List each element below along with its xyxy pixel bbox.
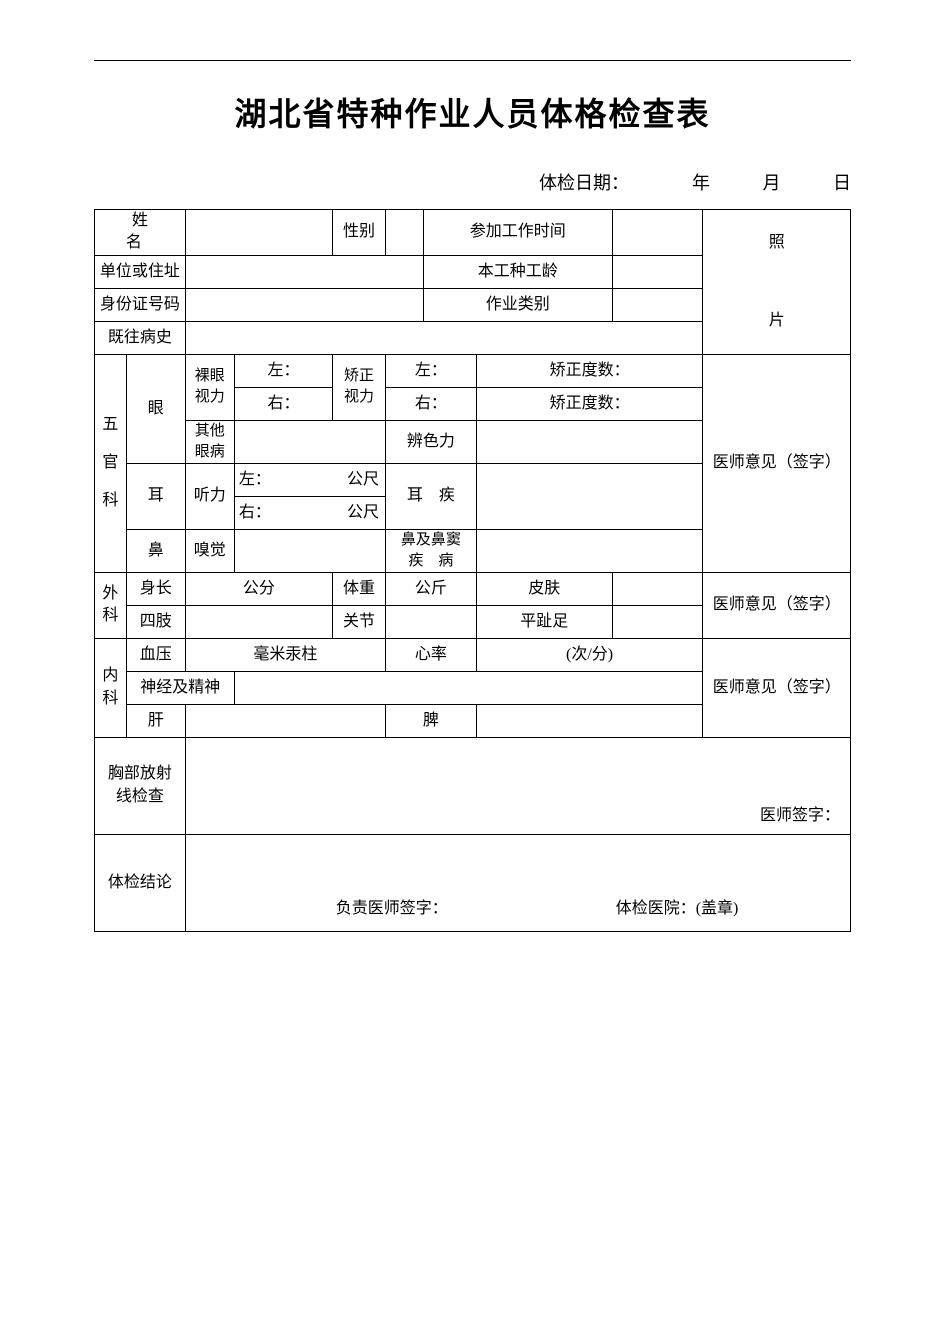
field-degree-left[interactable]: 矫正度数： [476, 354, 703, 387]
field-liver[interactable] [185, 704, 385, 737]
label-naked-vision: 裸眼视力 [185, 354, 234, 420]
nose-dis-l1: 鼻及鼻窦 [401, 532, 461, 548]
label-color-vision: 辨色力 [386, 420, 477, 463]
field-conclusion[interactable]: 负责医师签字： 体检医院：(盖章) [185, 834, 850, 931]
label-limbs: 四肢 [126, 605, 185, 638]
label-ent-dept: 五官科 [95, 354, 127, 572]
field-bp[interactable]: 毫米汞柱 [185, 638, 385, 671]
photo-top: 照 [703, 216, 850, 282]
page-title: 湖北省特种作业人员体格检查表 [0, 89, 945, 135]
hearing-right-label: 右： [235, 502, 271, 524]
field-joints[interactable] [386, 605, 477, 638]
label-job-type: 作业类别 [423, 288, 612, 321]
field-neuro[interactable] [234, 671, 703, 704]
label-internal-dept: 内科 [95, 638, 127, 737]
field-other-eye[interactable] [234, 420, 385, 463]
label-height: 身长 [126, 572, 185, 605]
field-weight[interactable]: 公斤 [386, 572, 477, 605]
nose-dis-l2: 疾 病 [408, 553, 453, 569]
label-corrected-vision: 矫正视力 [333, 354, 386, 420]
label-joints: 关节 [333, 605, 386, 638]
unit-meter-l: 公尺 [347, 469, 385, 491]
date-month-label: 月 [763, 173, 781, 193]
field-job-type[interactable] [612, 288, 703, 321]
label-doctor-opinion-ent: 医师意见（签字） [703, 354, 851, 572]
field-hearing-right[interactable]: 右： 公尺 [234, 496, 385, 529]
label-name-text: 姓 名 [120, 212, 188, 251]
field-degree-right[interactable]: 矫正度数： [476, 387, 703, 420]
field-color-vision[interactable] [476, 420, 703, 463]
unit-meter-r: 公尺 [347, 502, 385, 524]
exam-date-line: 体检日期： 年 月 日 [0, 169, 851, 195]
label-chest-xray: 胸部放射 线检查 [95, 737, 186, 834]
label-id-no: 身份证号码 [95, 288, 186, 321]
field-naked-right[interactable]: 右： [234, 387, 332, 420]
field-id-no[interactable] [185, 288, 423, 321]
field-height[interactable]: 公分 [185, 572, 332, 605]
field-ear-disease[interactable] [476, 463, 703, 529]
label-skin: 皮肤 [476, 572, 612, 605]
xray-l2: 线检查 [116, 788, 164, 805]
label-doctor-opinion-surg: 医师意见（签字） [703, 572, 851, 638]
label-doctor-sign: 医师签字： [760, 805, 840, 827]
label-spleen: 脾 [386, 704, 477, 737]
label-ear-disease: 耳 疾 [386, 463, 477, 529]
label-neuro: 神经及精神 [126, 671, 234, 704]
hearing-left-label: 左： [235, 469, 271, 491]
label-unit-addr: 单位或住址 [95, 255, 186, 288]
field-naked-left[interactable]: 左： [234, 354, 332, 387]
label-eye: 眼 [126, 354, 185, 463]
exam-form-table: 姓 名 性别 参加工作时间 照 片 单位或住址 本工种工龄 身份证号码 [94, 209, 851, 932]
label-hr: 心率 [386, 638, 477, 671]
field-flatfoot[interactable] [612, 605, 703, 638]
field-smell[interactable] [234, 529, 385, 572]
field-unit-addr[interactable] [185, 255, 423, 288]
label-name: 姓 名 [95, 210, 186, 256]
label-doctor-opinion-int: 医师意见（签字） [703, 638, 851, 737]
date-prefix: 体检日期： [539, 173, 629, 193]
field-sex[interactable] [386, 210, 424, 256]
date-day-label: 日 [833, 173, 851, 193]
field-limbs[interactable] [185, 605, 332, 638]
photo-bottom: 片 [703, 282, 850, 348]
label-history: 既往病史 [95, 321, 186, 354]
field-skin[interactable] [612, 572, 703, 605]
label-job-years: 本工种工龄 [423, 255, 612, 288]
date-year-label: 年 [692, 173, 710, 193]
label-liver: 肝 [126, 704, 185, 737]
label-smell: 嗅觉 [185, 529, 234, 572]
label-flatfoot: 平趾足 [476, 605, 612, 638]
top-rule [94, 60, 851, 61]
field-job-years[interactable] [612, 255, 703, 288]
label-ear: 耳 [126, 463, 185, 529]
label-hospital-stamp: 体检医院：(盖章) [616, 898, 739, 920]
label-weight: 体重 [333, 572, 386, 605]
field-chest-xray[interactable]: 医师签字： [185, 737, 850, 834]
label-bp: 血压 [126, 638, 185, 671]
field-nose-disease[interactable] [476, 529, 703, 572]
form-wrap: 姓 名 性别 参加工作时间 照 片 单位或住址 本工种工龄 身份证号码 [94, 209, 851, 932]
field-name[interactable] [185, 210, 332, 256]
field-hr[interactable]: (次/分) [476, 638, 703, 671]
xray-l1: 胸部放射 [108, 765, 172, 782]
label-nose-disease: 鼻及鼻窦 疾 病 [386, 529, 477, 572]
page: 湖北省特种作业人员体格检查表 体检日期： 年 月 日 姓 名 性别 [0, 0, 945, 932]
label-surgery-dept: 外科 [95, 572, 127, 638]
label-conclusion: 体检结论 [95, 834, 186, 931]
label-chief-sign: 负责医师签字： [336, 898, 448, 920]
field-history[interactable] [185, 321, 703, 354]
field-corr-right[interactable]: 右： [386, 387, 477, 420]
label-other-eye: 其他眼病 [185, 420, 234, 463]
field-work-start[interactable] [612, 210, 703, 256]
label-nose: 鼻 [126, 529, 185, 572]
label-hearing: 听力 [185, 463, 234, 529]
field-hearing-left[interactable]: 左： 公尺 [234, 463, 385, 496]
field-corr-left[interactable]: 左： [386, 354, 477, 387]
field-spleen[interactable] [476, 704, 703, 737]
label-work-start: 参加工作时间 [423, 210, 612, 256]
label-sex: 性别 [333, 210, 386, 256]
photo-box: 照 片 [703, 210, 851, 355]
